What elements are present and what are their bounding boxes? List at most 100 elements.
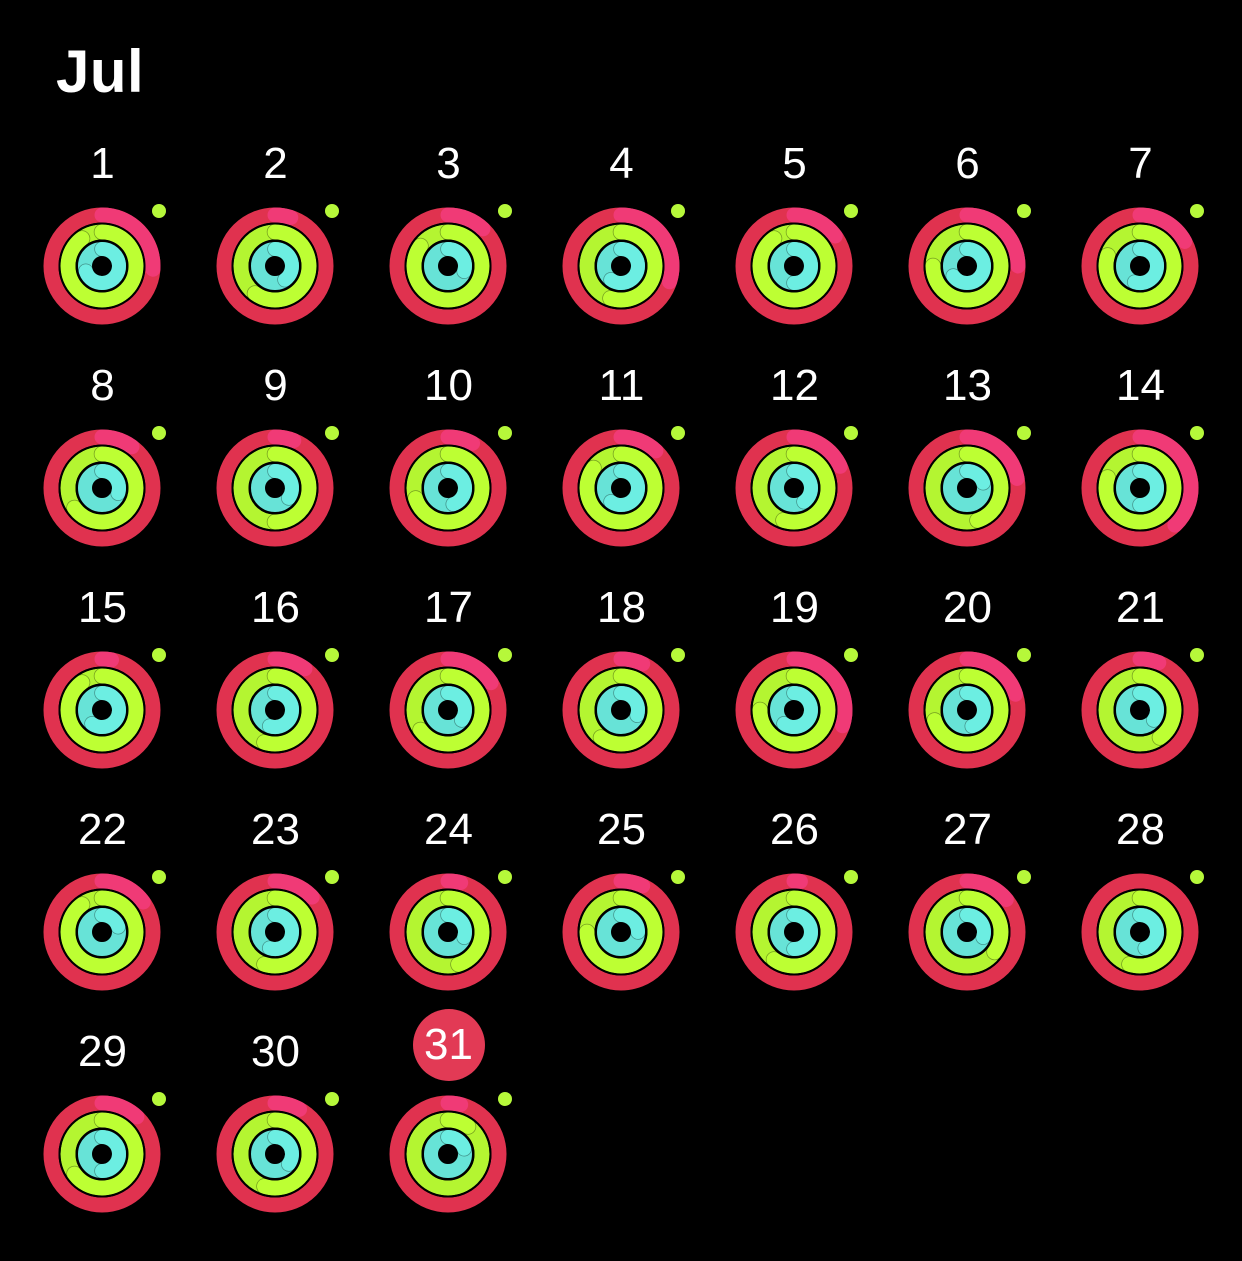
- activity-rings-icon: [216, 1095, 334, 1213]
- day-cell[interactable]: 26: [708, 800, 881, 1022]
- day-number: 24: [424, 805, 473, 854]
- stand-ring-overlap: [1133, 464, 1164, 512]
- move-ring-overlap: [959, 651, 1024, 702]
- move-ring-overlap: [786, 429, 848, 474]
- day-cell[interactable]: 13: [881, 356, 1054, 578]
- ring-separator: [231, 1110, 319, 1198]
- day-cell[interactable]: 27: [881, 800, 1054, 1022]
- move-ring: [1081, 873, 1199, 991]
- day-cell[interactable]: 5: [708, 134, 881, 356]
- ring-separator: [923, 888, 1011, 976]
- move-ring-overlap: [440, 873, 469, 891]
- exercise-ring-overlap: [602, 224, 663, 308]
- activity-rings-icon: [1081, 651, 1199, 769]
- ring-separator: [231, 666, 319, 754]
- day-number: 15: [78, 583, 127, 632]
- ring-separator: [1096, 222, 1184, 310]
- ring-separator: [58, 1110, 146, 1198]
- exercise-ring-overlap: [959, 446, 1009, 528]
- day-cell[interactable]: 25: [535, 800, 708, 1022]
- day-number: 9: [263, 361, 288, 410]
- ring-separator: [750, 888, 838, 976]
- ring-separator: [750, 222, 838, 310]
- ring-separator: [58, 444, 146, 532]
- day-cell[interactable]: 14: [1054, 356, 1227, 578]
- day-cell[interactable]: 9: [189, 356, 362, 578]
- day-cell[interactable]: 24: [362, 800, 535, 1022]
- day-number: 14: [1116, 361, 1165, 410]
- stand-goal-dot-icon: [671, 870, 685, 884]
- day-cell[interactable]: 30: [189, 1022, 362, 1244]
- day-cell[interactable]: 4: [535, 134, 708, 356]
- stand-goal-dot-icon: [498, 204, 512, 218]
- day-cell[interactable]: 15: [16, 578, 189, 800]
- day-cell[interactable]: 12: [708, 356, 881, 578]
- exercise-ring-overlap: [766, 890, 836, 974]
- stand-goal-dot-icon: [1017, 204, 1031, 218]
- day-number: 26: [770, 805, 819, 854]
- day-number: 17: [424, 583, 473, 632]
- day-number: 18: [597, 583, 646, 632]
- move-ring-overlap: [786, 651, 853, 734]
- stand-goal-dot-icon: [498, 426, 512, 440]
- stand-goal-dot-icon: [1190, 870, 1204, 884]
- ring-separator: [248, 683, 302, 737]
- day-cell[interactable]: 16: [189, 578, 362, 800]
- ring-separator: [231, 222, 319, 310]
- day-cell[interactable]: 28: [1054, 800, 1227, 1022]
- day-cell[interactable]: 29: [16, 1022, 189, 1244]
- day-cell[interactable]: 23: [189, 800, 362, 1022]
- ring-separator: [923, 444, 1011, 532]
- move-ring-overlap: [440, 207, 491, 237]
- activity-rings-icon: [908, 873, 1026, 991]
- move-ring-overlap: [94, 1095, 145, 1125]
- day-cell[interactable]: 20: [881, 578, 1054, 800]
- ring-separator: [231, 444, 319, 532]
- day-cell[interactable]: 11: [535, 356, 708, 578]
- ring-separator: [594, 905, 648, 959]
- exercise-ring-overlap: [1121, 890, 1182, 974]
- exercise-ring-overlap: [247, 224, 317, 308]
- stand-ring-overlap: [1133, 908, 1164, 956]
- day-cell[interactable]: 17: [362, 578, 535, 800]
- day-cell[interactable]: 19: [708, 578, 881, 800]
- day-cell[interactable]: 22: [16, 800, 189, 1022]
- stand-goal-dot-icon: [844, 426, 858, 440]
- day-cell[interactable]: 31: [362, 1009, 535, 1244]
- exercise-ring-overlap: [256, 890, 317, 974]
- stand-ring-overlap: [95, 464, 126, 501]
- day-cell[interactable]: 7: [1054, 134, 1227, 356]
- stand-ring-overlap: [262, 908, 299, 956]
- exercise-ring-overlap: [579, 446, 663, 530]
- day-cell[interactable]: 18: [535, 578, 708, 800]
- stand-goal-dot-icon: [1017, 426, 1031, 440]
- exercise-ring-overlap: [60, 890, 144, 974]
- activity-rings-icon: [735, 207, 853, 325]
- day-cell[interactable]: 10: [362, 356, 535, 578]
- ring-separator: [248, 239, 302, 293]
- exercise-ring-overlap: [440, 890, 490, 972]
- month-title: Jul: [56, 38, 145, 105]
- ring-separator: [1096, 666, 1184, 754]
- day-cell[interactable]: 2: [189, 134, 362, 356]
- exercise-ring-overlap: [267, 446, 317, 530]
- exercise-ring-overlap: [60, 224, 144, 308]
- ring-separator: [248, 905, 302, 959]
- stand-goal-dot-icon: [325, 648, 339, 662]
- ring-separator: [767, 905, 821, 959]
- exercise-ring-overlap: [256, 668, 317, 752]
- ring-separator: [940, 239, 994, 293]
- ring-separator: [1096, 444, 1184, 532]
- activity-rings-icon: [389, 651, 507, 769]
- stand-ring-overlap: [95, 908, 126, 934]
- day-cell[interactable]: 6: [881, 134, 1054, 356]
- day-cell[interactable]: 1: [16, 134, 189, 356]
- ring-separator: [404, 1110, 492, 1198]
- day-number: 16: [251, 583, 300, 632]
- activity-rings-icon: [562, 651, 680, 769]
- day-cell[interactable]: 21: [1054, 578, 1227, 800]
- activity-rings-icon: [216, 429, 334, 547]
- day-cell[interactable]: 8: [16, 356, 189, 578]
- activity-rings-icon: [43, 429, 161, 547]
- day-cell[interactable]: 3: [362, 134, 535, 356]
